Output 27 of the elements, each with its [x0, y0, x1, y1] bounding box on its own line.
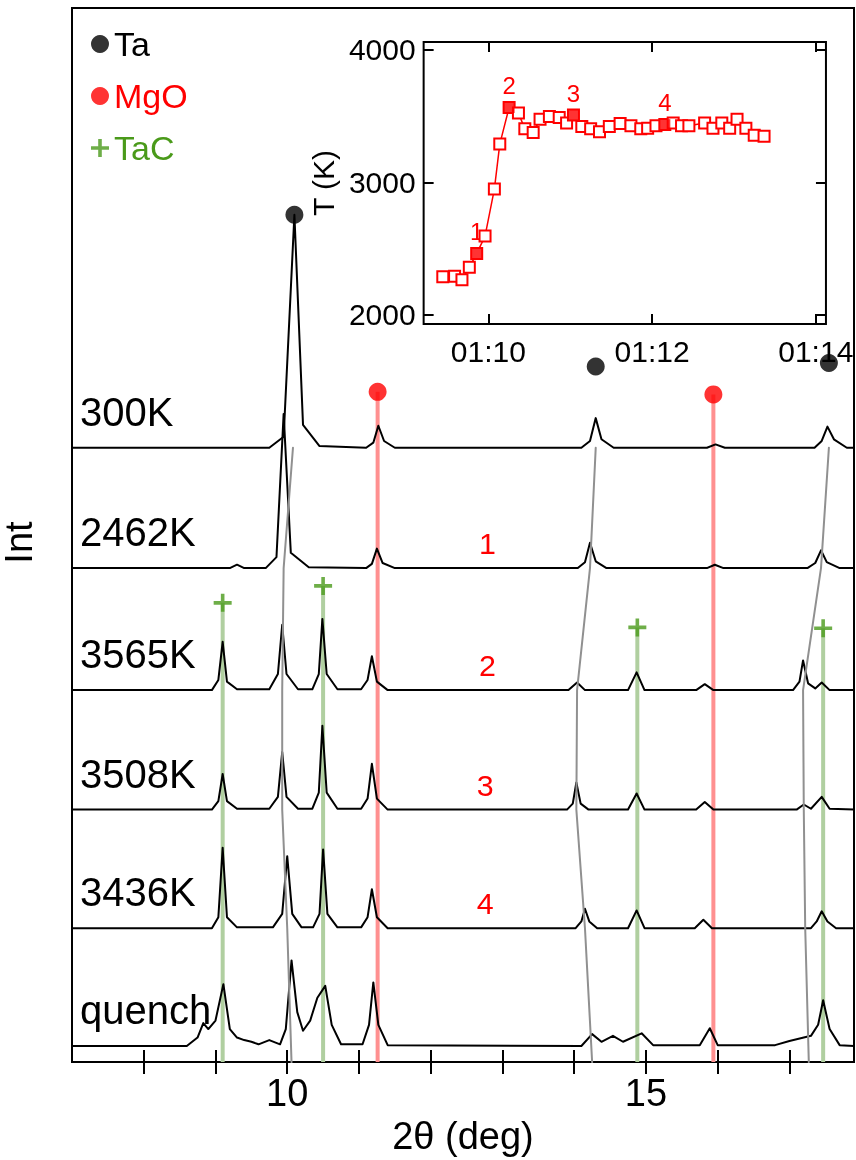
y-tick-label: 4000	[348, 33, 416, 67]
annotation: 2	[478, 648, 496, 683]
x-tick-label: 10	[266, 1072, 309, 1115]
legend-label: MgO	[114, 77, 188, 115]
y-tick-label: 2000	[348, 298, 416, 332]
y-axis-title: Int	[0, 520, 41, 564]
x-axis-title: 2θ (deg)	[392, 1115, 534, 1157]
x-tick-label: 01:14	[778, 334, 854, 368]
series-label: 300K	[80, 389, 174, 434]
legend-label: TaC	[114, 129, 175, 167]
series-label: 3565K	[80, 632, 196, 677]
legend-label: Ta	[114, 25, 150, 63]
annotation: 3	[566, 79, 581, 107]
series-label: 3436K	[80, 870, 196, 915]
series-label: 3508K	[80, 751, 196, 796]
annotation: 4	[476, 886, 494, 921]
y-axis-title: T (K)	[306, 149, 340, 217]
series-label: 2462K	[80, 510, 196, 555]
annotation: 3	[476, 767, 494, 802]
y-tick-label: 3000	[348, 165, 416, 199]
series-label: quench	[80, 988, 212, 1032]
x-tick-label: 15	[624, 1072, 668, 1115]
annotation: 4	[658, 89, 672, 117]
x-tick-label: 01:12	[614, 334, 690, 368]
annotation: 1	[478, 526, 496, 561]
x-tick-label: 01:10	[450, 334, 526, 368]
annotation: 2	[502, 72, 516, 100]
